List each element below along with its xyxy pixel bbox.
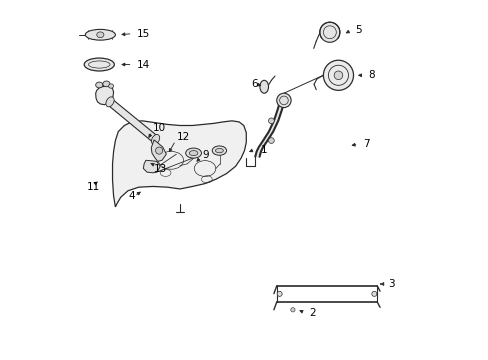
- Ellipse shape: [323, 60, 353, 90]
- Text: 12: 12: [176, 132, 189, 142]
- Text: 15: 15: [137, 29, 150, 39]
- Ellipse shape: [96, 82, 102, 88]
- Ellipse shape: [155, 147, 163, 154]
- Text: 6: 6: [251, 79, 258, 89]
- Ellipse shape: [276, 93, 290, 108]
- Polygon shape: [107, 99, 158, 142]
- Ellipse shape: [151, 135, 160, 144]
- Text: 9: 9: [202, 150, 208, 160]
- Polygon shape: [143, 160, 160, 173]
- Ellipse shape: [268, 138, 274, 143]
- Ellipse shape: [85, 30, 115, 40]
- Text: 1: 1: [260, 144, 267, 154]
- Ellipse shape: [319, 22, 339, 42]
- Ellipse shape: [108, 84, 113, 88]
- Ellipse shape: [97, 32, 104, 38]
- Ellipse shape: [268, 118, 274, 124]
- Text: 8: 8: [367, 70, 374, 80]
- Ellipse shape: [215, 148, 223, 153]
- Ellipse shape: [371, 291, 376, 296]
- Text: 14: 14: [137, 59, 150, 69]
- Ellipse shape: [189, 150, 198, 156]
- Ellipse shape: [260, 80, 268, 93]
- Text: 10: 10: [152, 123, 165, 133]
- Text: 4: 4: [128, 191, 134, 201]
- Ellipse shape: [185, 148, 201, 158]
- Text: 7: 7: [362, 139, 369, 149]
- Ellipse shape: [212, 146, 226, 155]
- Ellipse shape: [106, 97, 114, 107]
- Polygon shape: [151, 140, 166, 161]
- Text: 3: 3: [387, 279, 394, 289]
- Text: 13: 13: [154, 163, 167, 174]
- Ellipse shape: [84, 58, 114, 71]
- Polygon shape: [112, 121, 246, 207]
- Ellipse shape: [277, 291, 282, 296]
- Ellipse shape: [333, 71, 342, 80]
- Text: 2: 2: [308, 308, 315, 318]
- Polygon shape: [96, 86, 113, 105]
- Text: 5: 5: [355, 25, 362, 35]
- Ellipse shape: [290, 308, 294, 312]
- Text: 11: 11: [86, 182, 100, 192]
- Ellipse shape: [102, 81, 110, 87]
